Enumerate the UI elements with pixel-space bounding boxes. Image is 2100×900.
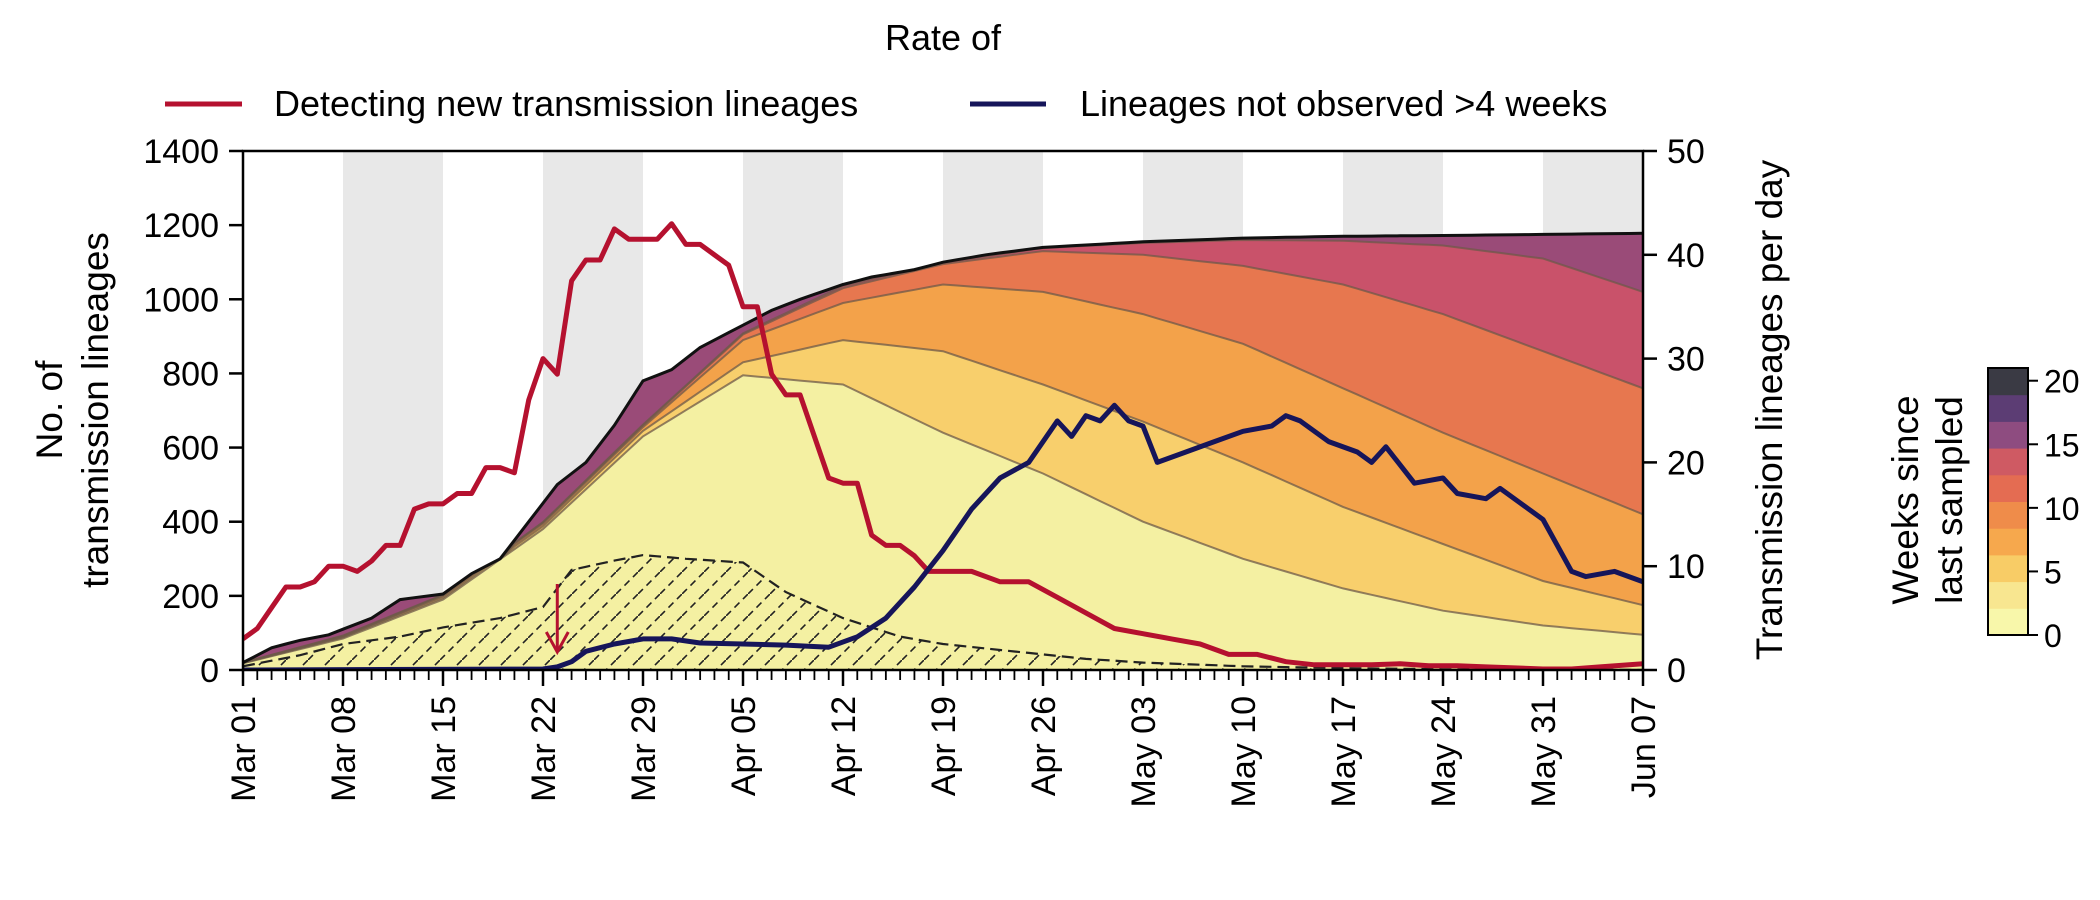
colorbar-segment <box>1988 581 2028 609</box>
colorbar-segment <box>1988 448 2028 476</box>
x-tick-label: Jun 07 <box>1625 696 1663 798</box>
legend-item-not-observed: Lineages not observed >4 weeks <box>970 83 1607 124</box>
hatched-area <box>243 555 1643 670</box>
y-right-label: Transmission lineages per day <box>1749 159 1790 660</box>
y-left-label-line2: transmission lineages <box>75 232 116 588</box>
colorbar-segment <box>1988 394 2028 422</box>
age-band-areas <box>243 231 1643 670</box>
axes: 0 200 400 600 800 1000 1200 1400 0 10 20 30 40 50 Mar … <box>143 133 1704 808</box>
colorbar-segment <box>1988 528 2028 556</box>
y-right-tick-label: 0 <box>1667 652 1686 690</box>
colorbar: 0 5 10 15 20 <box>1987 364 2080 654</box>
x-tick-label: Mar 29 <box>625 696 663 802</box>
legend: Rate of Detecting new transmission linea… <box>165 17 1607 124</box>
legend-label-detecting: Detecting new transmission lineages <box>274 83 858 124</box>
y-right-tick-label: 30 <box>1667 341 1705 379</box>
legend-label-not-observed: Lineages not observed >4 weeks <box>1080 83 1607 124</box>
colorbar-label-line2: last sampled <box>1929 396 1970 604</box>
y-right-tick-label: 40 <box>1667 237 1705 275</box>
colorbar-segment <box>1988 501 2028 529</box>
colorbar-segment <box>1988 421 2028 449</box>
colorbar-tick-label: 5 <box>2044 554 2062 590</box>
y-right-tick-label: 20 <box>1667 444 1705 482</box>
x-tick-label: May 10 <box>1225 696 1263 808</box>
x-tick-label: Mar 01 <box>225 696 263 802</box>
week-shade-1 <box>343 151 443 670</box>
y-left-tick-label: 600 <box>162 430 219 468</box>
y-left-tick-label: 800 <box>162 355 219 393</box>
x-tick-label: Apr 26 <box>1025 696 1063 796</box>
annotation-arrow-head <box>544 631 570 656</box>
y-left-tick-label: 200 <box>162 578 219 616</box>
x-tick-label: Mar 22 <box>525 696 563 802</box>
x-tick-label: May 03 <box>1125 696 1163 808</box>
y-right-tick-label: 10 <box>1667 548 1705 586</box>
colorbar-segment <box>1988 608 2028 636</box>
x-tick-label: May 31 <box>1525 696 1563 808</box>
rate-lines <box>243 221 1643 670</box>
colorbar-tick-label: 20 <box>2044 364 2080 400</box>
y-left-tick-label: 0 <box>200 652 219 690</box>
y-left-tick-label: 1200 <box>143 207 219 245</box>
colorbar-segment <box>1988 474 2028 502</box>
age-contour-2w <box>243 339 1643 664</box>
legend-item-detecting: Detecting new transmission lineages <box>165 83 858 124</box>
colorbar-segment <box>1988 554 2028 583</box>
colorbar-segment <box>1988 368 2028 396</box>
legend-heading: Rate of <box>885 17 1002 58</box>
series-line-0 <box>243 221 1643 670</box>
y-left-label-line1: No. of <box>29 360 70 459</box>
x-tick-label: May 24 <box>1425 696 1463 808</box>
y-left-tick-label: 1000 <box>143 281 219 319</box>
colorbar-tick-label: 0 <box>2044 618 2062 654</box>
colorbar-label-line1: Weeks since <box>1885 395 1926 604</box>
colorbar-tick-label: 15 <box>2044 427 2080 463</box>
age-contour-0w <box>243 374 1643 665</box>
colorbar-frame <box>1987 367 2029 636</box>
x-tick-label: May 17 <box>1325 696 1363 808</box>
series-line-1 <box>243 402 1643 670</box>
y-left-tick-label: 1400 <box>143 133 219 171</box>
colorbar-tick-label: 10 <box>2044 491 2080 527</box>
y-right-tick-label: 50 <box>1667 133 1705 171</box>
x-tick-label: Mar 08 <box>325 696 363 802</box>
total-lineages-line <box>243 231 1643 664</box>
x-tick-label: Mar 15 <box>425 696 463 802</box>
x-tick-label: Apr 19 <box>925 696 963 796</box>
x-tick-label: Apr 12 <box>825 696 863 796</box>
y-left-tick-label: 400 <box>162 504 219 542</box>
x-tick-label: Apr 05 <box>725 696 763 796</box>
